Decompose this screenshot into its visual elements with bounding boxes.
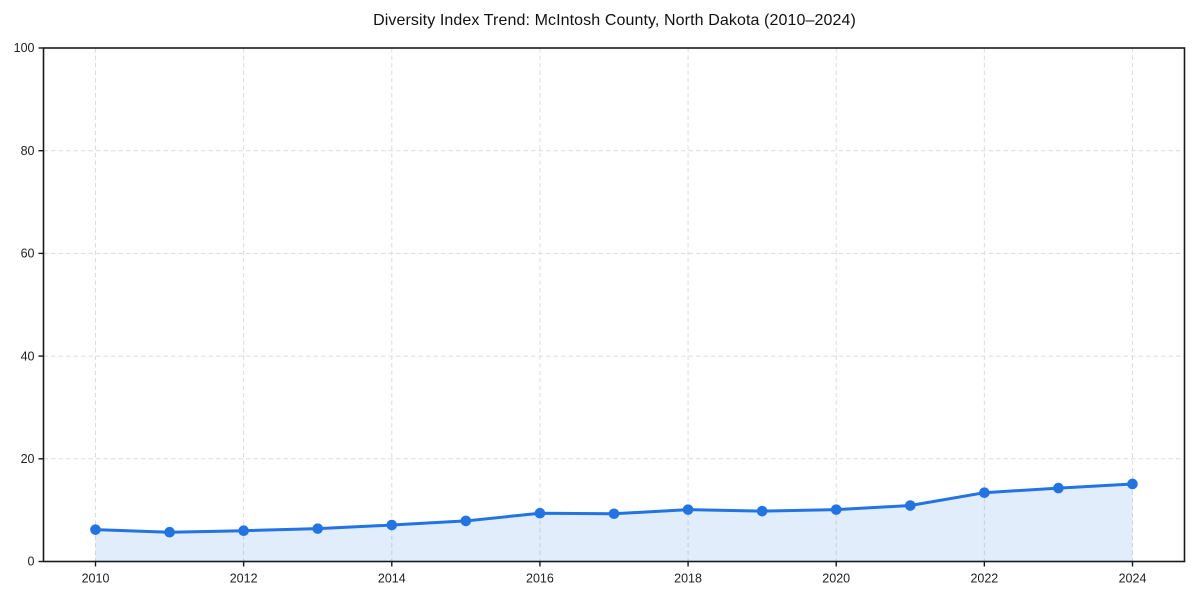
y-tick-label-40: 40 xyxy=(21,349,35,363)
y-tick-label-20: 20 xyxy=(21,452,35,466)
data-point-2011 xyxy=(164,526,175,538)
x-tick-label-2012: 2012 xyxy=(230,572,258,586)
data-point-2020 xyxy=(830,504,842,515)
y-tick-label-0: 0 xyxy=(28,555,35,569)
y-tick-label-80: 80 xyxy=(21,144,35,158)
data-point-2010 xyxy=(90,524,101,535)
data-point-2018 xyxy=(682,504,694,515)
x-tick-label-2016: 2016 xyxy=(526,572,554,586)
x-tick-label-2014: 2014 xyxy=(378,572,406,586)
x-tick-label-2024: 2024 xyxy=(1119,572,1147,586)
area-fill xyxy=(95,483,1133,562)
data-point-2013 xyxy=(312,523,324,534)
x-tick-label-2018: 2018 xyxy=(674,572,702,586)
data-point-2015 xyxy=(460,515,472,527)
data-point-2014 xyxy=(386,519,398,531)
data-point-2023 xyxy=(1053,482,1064,494)
y-tick-label-60: 60 xyxy=(21,247,35,261)
x-tick-label-2022: 2022 xyxy=(970,572,998,586)
x-tick-label-2010: 2010 xyxy=(82,572,110,586)
y-tick-label-100: 100 xyxy=(14,41,35,55)
plot-border xyxy=(42,47,1186,563)
x-tick-label-2020: 2020 xyxy=(822,572,850,586)
data-point-2021 xyxy=(904,500,916,511)
data-point-2012 xyxy=(238,525,249,536)
chart-title: Diversity Index Trend: McIntosh County, … xyxy=(373,12,856,29)
data-point-2019 xyxy=(756,505,768,517)
data-point-2024 xyxy=(1127,478,1138,490)
data-point-2016 xyxy=(534,507,546,519)
data-point-2022 xyxy=(979,487,990,498)
data-point-2017 xyxy=(608,508,620,520)
